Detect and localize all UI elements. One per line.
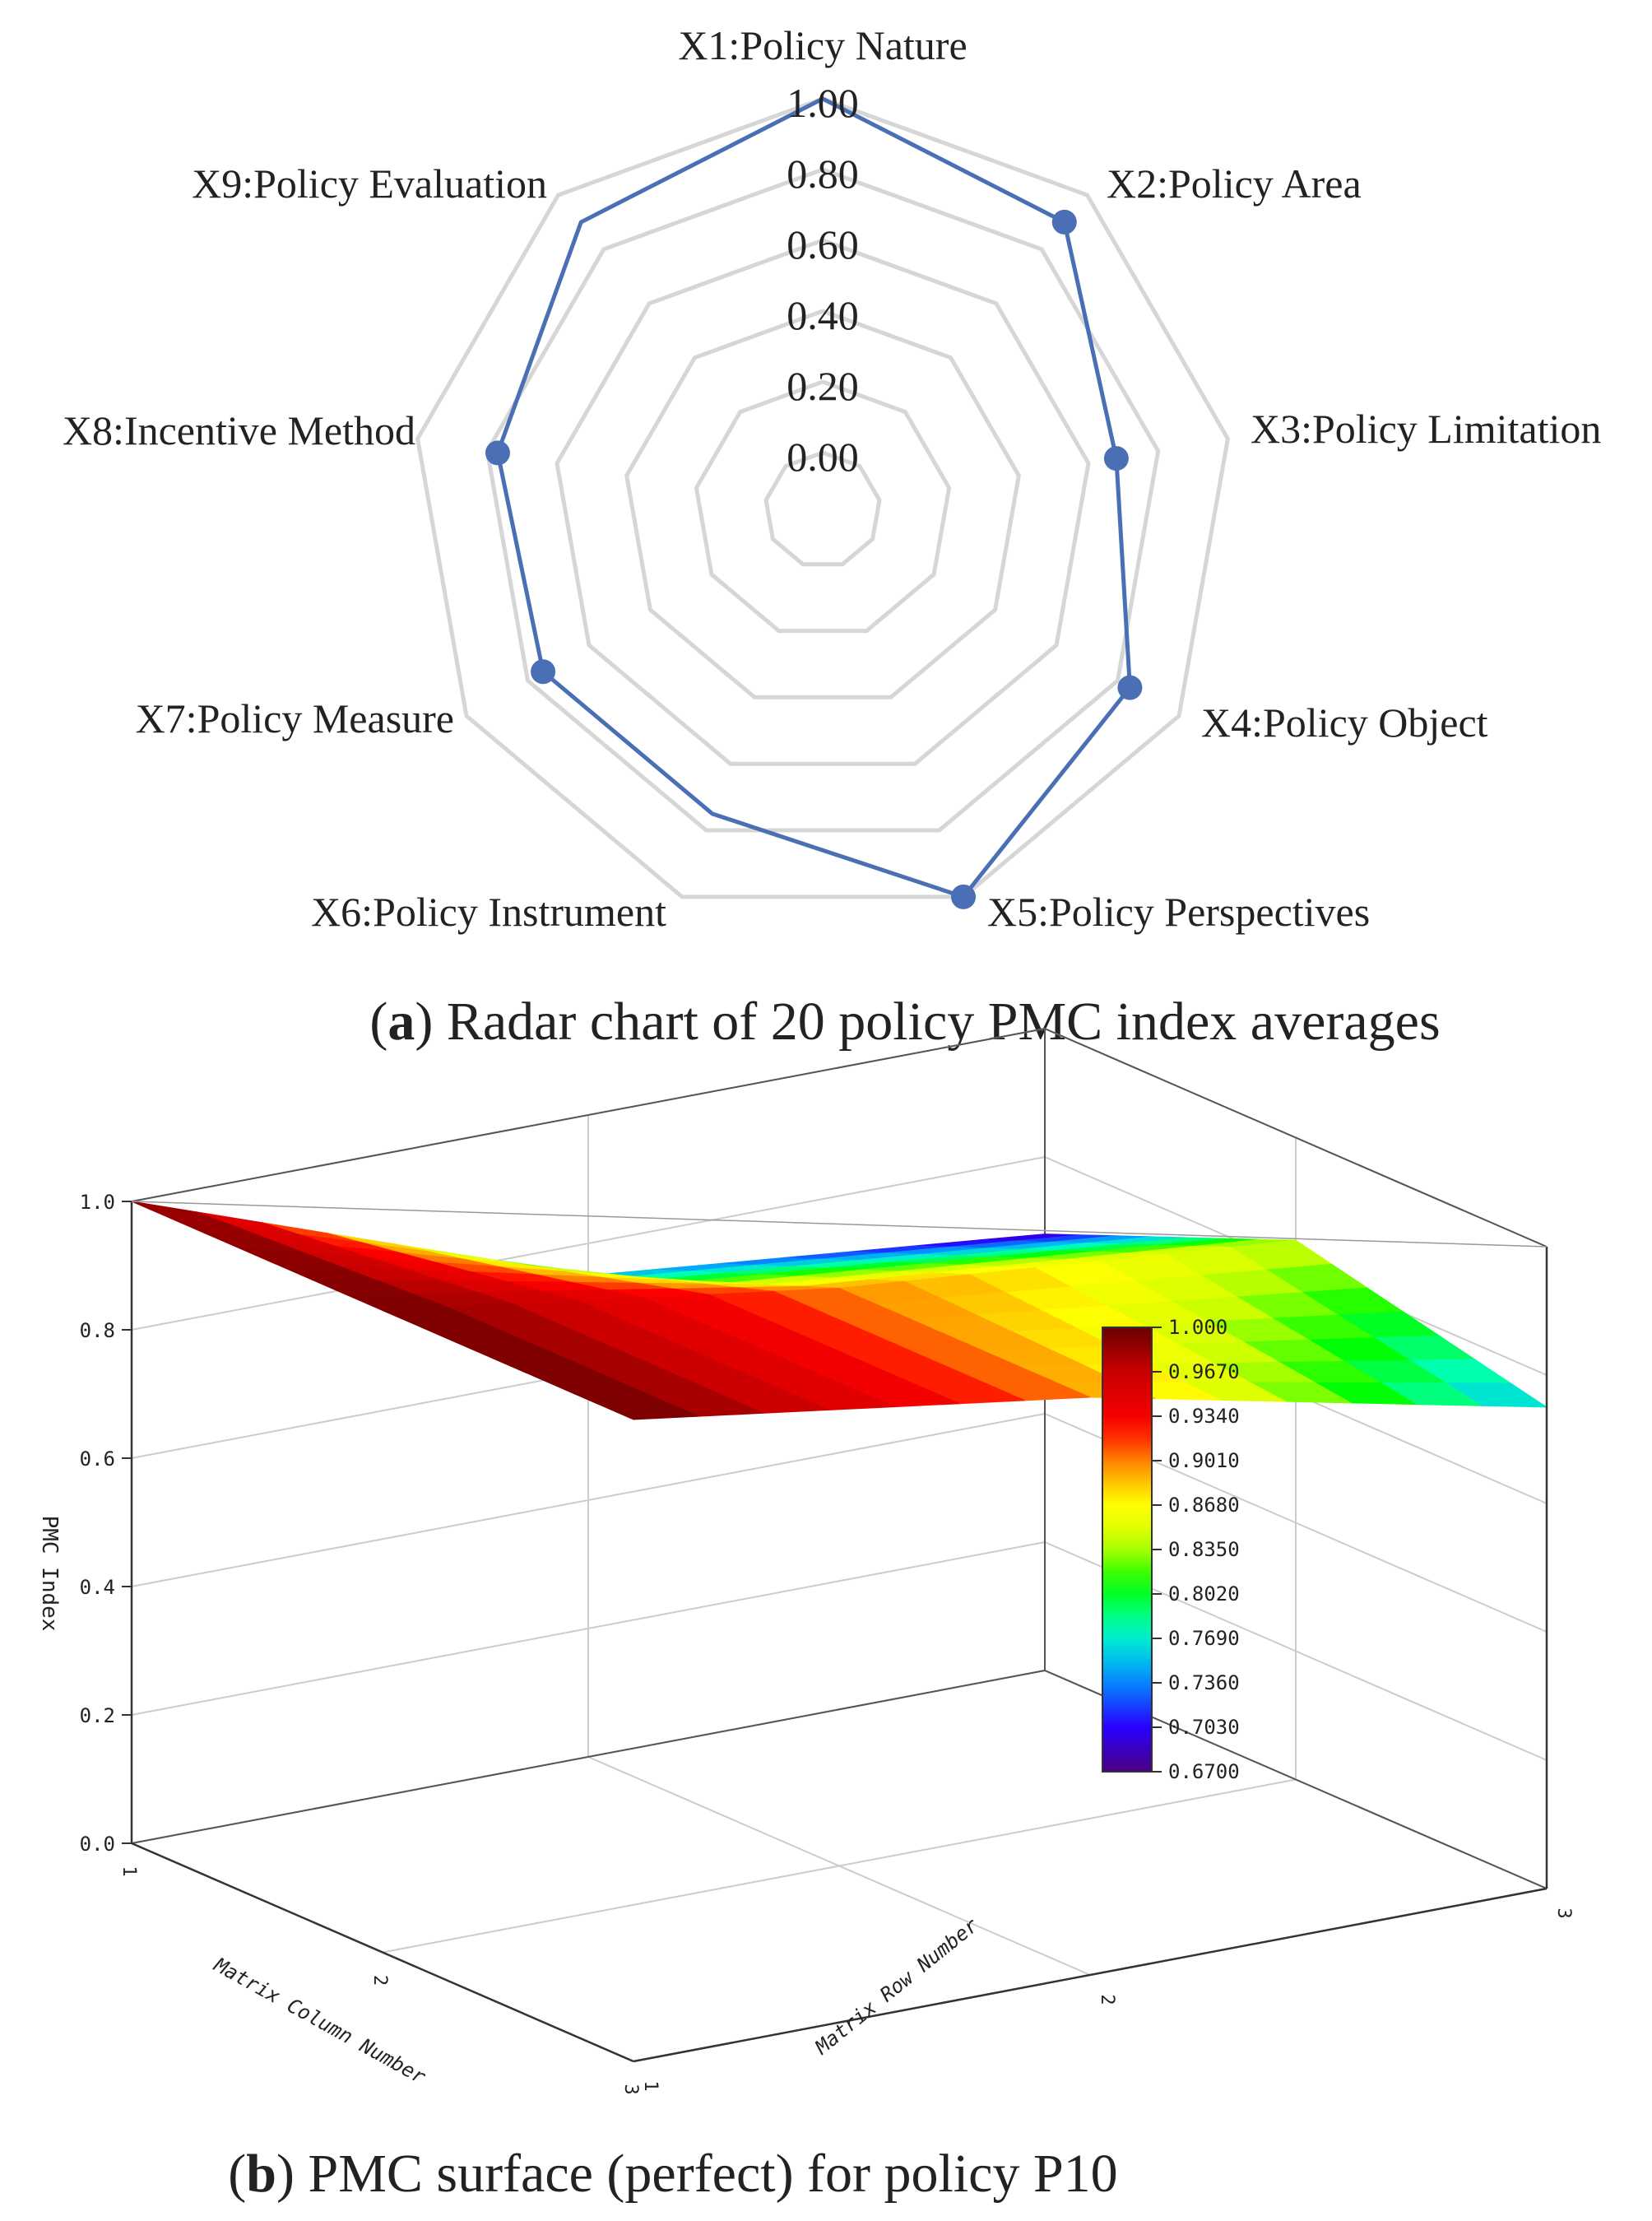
radar-axis-label: X2:Policy Area — [1107, 160, 1362, 207]
caption-b: (b) PMC surface (perfect) for policy P10 — [228, 2144, 1117, 2204]
surface-box-front — [130, 1201, 1548, 2063]
x-tick-label: 2 — [369, 1975, 390, 1986]
radar-tick-label: 0.20 — [787, 363, 859, 409]
radar-data-point — [485, 440, 510, 466]
radar-series — [485, 96, 1143, 909]
colorbar-label: 0.7030 — [1168, 1716, 1240, 1739]
radar-grid-ring — [763, 450, 882, 567]
radar-axis-labels: X1:Policy Nature X2:Policy Area X3:Policy … — [63, 22, 1601, 935]
radar-data-point — [951, 884, 977, 909]
radar-grid-ring — [555, 238, 1091, 766]
colorbar-label: 1.000 — [1168, 1316, 1227, 1339]
colorbar-label: 0.9010 — [1168, 1449, 1240, 1472]
radar-grid-ring — [624, 309, 1021, 699]
radar-axis-label: X7:Policy Measure — [136, 695, 454, 741]
caption-a: (a) Radar chart of 20 policy PMC index a… — [369, 992, 1440, 1052]
radar-axis-label: X6:Policy Instrument — [311, 889, 666, 935]
y-tick-label: 1 — [640, 2080, 661, 2091]
radar-tick-label: 0.00 — [787, 434, 859, 480]
radar-data-point — [1117, 675, 1143, 700]
radar-grid — [415, 96, 1231, 899]
y-tick-label: 2 — [1097, 1994, 1117, 2005]
colorbar-gradient — [1102, 1327, 1153, 1773]
grid-line — [587, 1756, 1091, 1976]
y-tick-label: 3 — [1553, 1907, 1574, 1918]
radar-tick-label: 0.80 — [787, 151, 859, 197]
radar-grid-ring — [415, 96, 1231, 899]
radar-axis-label: X8:Incentive Method — [63, 407, 415, 453]
z-tick-label: 1.0 — [80, 1191, 115, 1214]
z-tick-label: 0.6 — [80, 1447, 115, 1471]
radar-axis-label: X4:Policy Object — [1201, 699, 1488, 746]
z-tick-label: 0.0 — [80, 1833, 115, 1856]
axis-line — [131, 1028, 1046, 1202]
colorbar-label: 0.8020 — [1168, 1582, 1240, 1605]
axis-line — [131, 1670, 1046, 1844]
colorbar-label: 0.9670 — [1168, 1360, 1240, 1383]
colorbar-label: 0.9340 — [1168, 1405, 1240, 1428]
radar-series-line — [495, 96, 1132, 899]
colorbar-label: 0.8680 — [1168, 1494, 1240, 1517]
z-tick-label: 0.4 — [80, 1576, 115, 1599]
surface-box-back — [131, 1028, 1548, 2062]
radar-axis-label: X1:Policy Nature — [678, 22, 967, 68]
radar-data-point — [1103, 446, 1129, 472]
x-tick-label: 1 — [118, 1866, 139, 1876]
axis-line — [633, 1887, 1548, 2063]
axis-line — [1044, 1028, 1548, 1248]
radar-axis-label: X9:Policy Evaluation — [192, 160, 547, 207]
radar-tick-label: 0.60 — [787, 221, 859, 267]
colorbar-label: 0.8350 — [1168, 1538, 1240, 1561]
surface-patch — [597, 1400, 699, 1420]
colorbar-label: 0.7690 — [1168, 1627, 1240, 1650]
radar-grid-ring — [485, 167, 1161, 833]
x-axis-label: Matrix Column Number — [210, 1953, 430, 2089]
radar-data-point — [531, 659, 556, 685]
colorbar-label: 0.7360 — [1168, 1671, 1240, 1694]
colorbar: 1.000 0.9670 0.9340 0.9010 0.8680 0.8350 0.802… — [1102, 1316, 1240, 1783]
z-tick-label: 0.8 — [80, 1319, 115, 1342]
radar-axis-label: X3:Policy Limitation — [1251, 406, 1601, 452]
surface-mesh — [131, 1201, 1548, 1420]
axis-line — [131, 1842, 634, 2063]
x-tick-label: 3 — [620, 2084, 641, 2094]
colorbar-labels: 1.000 0.9670 0.9340 0.9010 0.8680 0.8350 0.802… — [1152, 1316, 1240, 1783]
radar-axis-label: X5:Policy Perspectives — [987, 889, 1370, 935]
radar-grid-ring — [694, 379, 952, 634]
y-axis-label: Matrix Row Number — [810, 1913, 983, 2059]
z-axis-label: PMC Index — [37, 1516, 62, 1632]
colorbar-label: 0.6700 — [1168, 1760, 1240, 1783]
radar-tick-labels: 0.00 0.20 0.40 0.60 0.80 1.00 — [787, 80, 859, 480]
radar-chart: 0.00 0.20 0.40 0.60 0.80 1.00 X1:Policy Natur… — [63, 22, 1601, 935]
z-tick-label: 0.2 — [80, 1704, 115, 1727]
radar-tick-label: 1.00 — [787, 80, 859, 126]
radar-data-point — [1051, 209, 1077, 235]
axis-line — [131, 1201, 1548, 1248]
radar-tick-label: 0.40 — [787, 292, 859, 338]
